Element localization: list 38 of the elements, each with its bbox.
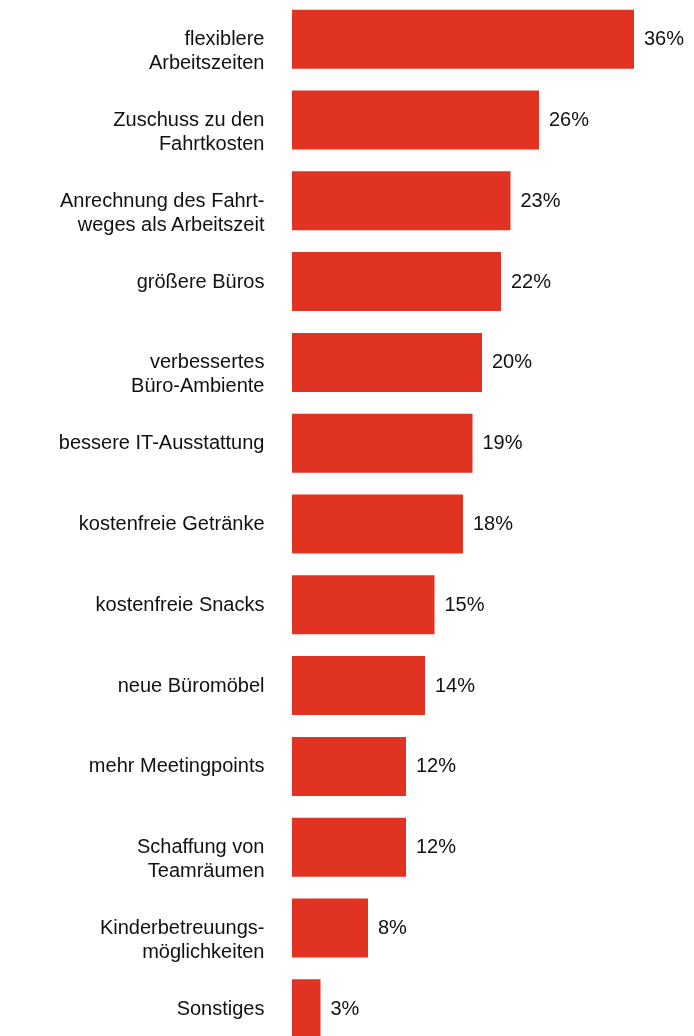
data-label: 12% bbox=[416, 754, 457, 777]
bar bbox=[292, 332, 482, 392]
bar bbox=[292, 90, 539, 150]
bar bbox=[292, 898, 368, 958]
bar bbox=[292, 171, 511, 231]
bar bbox=[292, 413, 473, 473]
y-tick-label: Kinderbetreuungs- möglichkeiten bbox=[99, 916, 265, 963]
data-label: 14% bbox=[435, 673, 476, 696]
y-tick-label: Anrechnung des Fahrt- weges als Arbeitszeit bbox=[59, 188, 265, 235]
y-tick-label: neue Büromöbel bbox=[117, 673, 265, 696]
y-tick-label: Zuschuss zu den Fahrtkosten bbox=[113, 107, 265, 154]
y-tick-label: verbessertes Büro-Ambiente bbox=[131, 350, 265, 397]
bar bbox=[292, 656, 425, 716]
data-label: 8% bbox=[378, 916, 408, 939]
data-label: 20% bbox=[492, 350, 533, 373]
data-label: 19% bbox=[482, 431, 523, 454]
y-tick-label: bessere IT-Ausstattung bbox=[58, 431, 265, 454]
y-tick-label: größere Büros bbox=[136, 269, 265, 292]
data-label: 3% bbox=[330, 996, 360, 1019]
data-label: 15% bbox=[444, 592, 485, 615]
bar bbox=[292, 494, 463, 554]
data-label: 18% bbox=[473, 512, 514, 534]
data-label: 22% bbox=[511, 269, 552, 292]
data-label: 26% bbox=[549, 107, 590, 130]
bar bbox=[292, 252, 501, 312]
y-tick-label: Schaffung von Teamräumen bbox=[136, 835, 265, 882]
bar bbox=[292, 575, 435, 635]
data-label: 36% bbox=[644, 27, 685, 50]
bar bbox=[292, 817, 406, 877]
bar bbox=[292, 736, 406, 796]
y-tick-label: Sonstiges bbox=[176, 996, 265, 1019]
bar bbox=[292, 9, 634, 69]
data-label: 23% bbox=[520, 188, 561, 211]
y-tick-label: flexiblere Arbeitszeiten bbox=[148, 27, 265, 74]
y-tick-label: kostenfreie Getränke bbox=[78, 512, 265, 534]
y-tick-label: mehr Meetingpoints bbox=[88, 754, 265, 777]
y-tick-label: kostenfreie Snacks bbox=[95, 592, 265, 615]
data-label: 12% bbox=[416, 835, 457, 858]
